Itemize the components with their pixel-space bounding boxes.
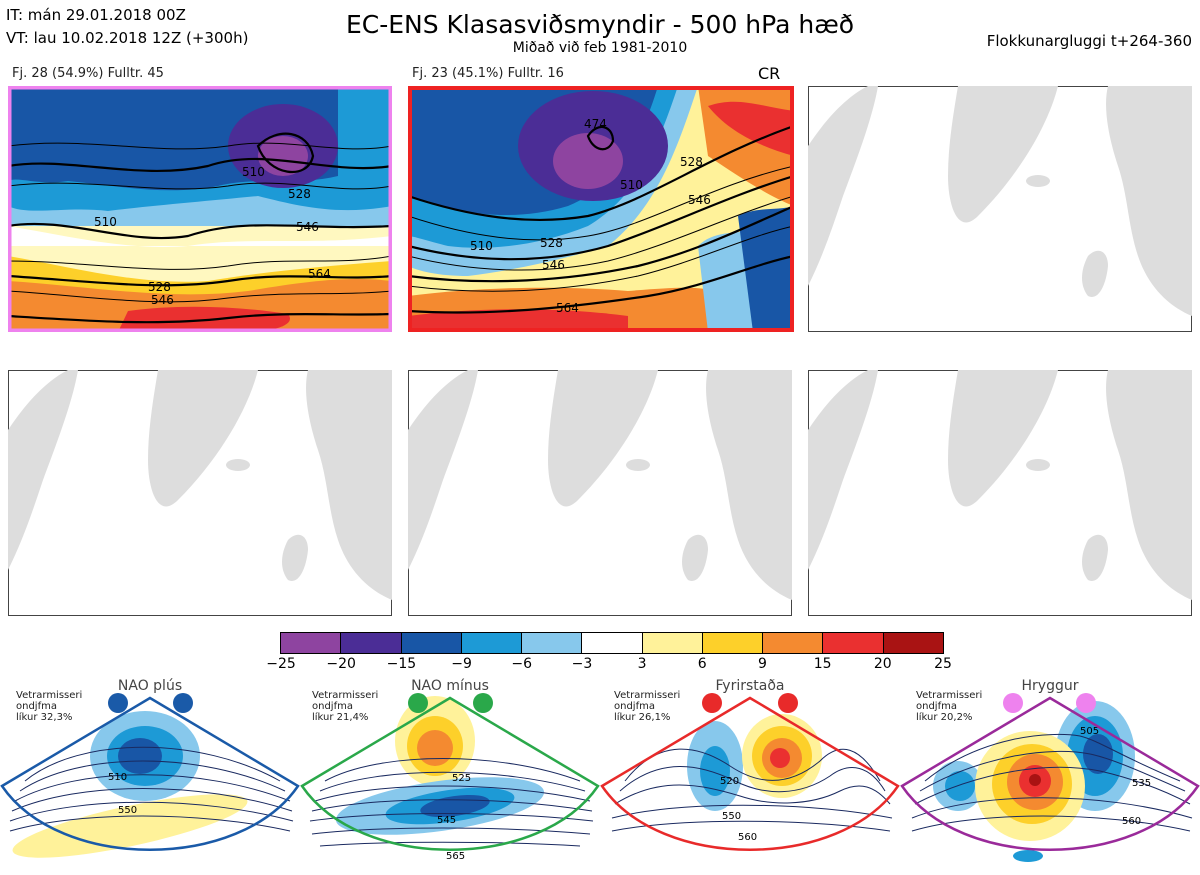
ridge-contour-535: 535 <box>1132 778 1151 789</box>
ridge-title: Hryggur <box>1021 678 1079 694</box>
cluster-1-frame <box>8 86 392 332</box>
colorbar-tick: 3 <box>637 656 647 672</box>
ridge-info-3: líkur 20,2% <box>916 712 973 723</box>
nao-plus-marker-left <box>108 693 128 713</box>
colorbar-tick: −20 <box>326 656 356 672</box>
blocking-info-2: ondjfma <box>614 701 655 712</box>
ridge-marker-right <box>1076 693 1096 713</box>
cluster-1-contour-3: 546 <box>296 220 319 234</box>
cluster-2-contour-6: 546 <box>542 258 565 272</box>
colorbar-tick: 15 <box>813 656 832 672</box>
cluster-2-contour-4: 546 <box>688 193 711 207</box>
colorbar-swatch <box>823 633 884 653</box>
nao-minus-title: NAO mínus <box>411 678 489 694</box>
ridge-contour-560: 560 <box>1122 816 1141 827</box>
cluster-1-contour-5: 546 <box>151 293 174 307</box>
empty-map-6 <box>808 370 1192 616</box>
colorbar-tick: −25 <box>266 656 296 672</box>
page-title: EC-ENS Klasasviðsmyndir - 500 hPa hæð <box>345 10 855 39</box>
colorbar-tick: −15 <box>386 656 417 672</box>
regime-ridge[interactable]: 505 535 560 Hryggur Vetrarmisseri ondjfm… <box>900 676 1200 871</box>
cluster-1-label: Fj. 28 (54.9%) Fulltr. 45 <box>12 66 164 81</box>
blocking-contour-560: 560 <box>738 832 757 843</box>
ridge-contour-505: 505 <box>1080 726 1099 737</box>
colorbar-swatch <box>702 633 764 653</box>
colorbar-tick: 25 <box>934 656 952 672</box>
nao-minus-contour-545: 545 <box>437 815 456 826</box>
cluster-2-frame <box>408 86 794 332</box>
empty-map-5 <box>408 370 792 616</box>
empty-map-4 <box>8 370 392 616</box>
nao-plus-marker-right <box>173 693 193 713</box>
nao-plus-title: NAO plús <box>117 678 183 694</box>
nao-minus-marker-left <box>408 693 428 713</box>
nao-minus-contour-525: 525 <box>452 773 471 784</box>
cluster-2-label: Fj. 23 (45.1%) Fulltr. 16 <box>412 66 564 81</box>
empty-map-3 <box>808 86 1192 332</box>
colorbar-swatch <box>763 633 824 653</box>
colorbar-tick: 6 <box>697 656 707 672</box>
cluster-1-contour-6: 510 <box>94 215 117 229</box>
nao-minus-info-3: líkur 21,4% <box>312 712 369 723</box>
nao-plus-info-1: Vetrarmisseri <box>16 690 83 701</box>
colorbar-swatch <box>883 633 943 653</box>
ridge-info-2: ondjfma <box>916 701 957 712</box>
nao-minus-marker-right <box>473 693 493 713</box>
cluster-2-regime-code: CR <box>758 64 781 83</box>
cluster-1-contour-7: 528 <box>148 280 171 294</box>
nao-plus-info-3: líkur 32,3% <box>16 712 73 723</box>
cluster-1-map[interactable]: 510 528 546 564 546 510 528 <box>8 86 392 332</box>
colorbar-swatch <box>582 633 643 653</box>
page-subtitle: Miðað við feb 1981-2010 <box>512 40 688 56</box>
blocking-title: Fyrirstaða <box>715 678 785 694</box>
cluster-2-contour-8: 510 <box>470 239 493 253</box>
colorbar-swatch <box>401 633 462 653</box>
cluster-1-contour-1: 510 <box>242 165 265 179</box>
cluster-2-contour-2: 510 <box>620 178 643 192</box>
colorbar-swatch <box>522 633 583 653</box>
regime-blocking[interactable]: 520 550 560 Fyrirstaða Vetrarmisseri ond… <box>600 676 900 871</box>
blocking-contour-550: 550 <box>722 811 741 822</box>
colorbar-tick: 9 <box>757 656 767 672</box>
cluster-2-contour-3: 528 <box>680 155 703 169</box>
blocking-marker-right <box>778 693 798 713</box>
nao-plus-contour-550: 550 <box>118 805 137 816</box>
nao-plus-info-2: ondjfma <box>16 701 57 712</box>
colorbar-tick: −6 <box>511 656 533 672</box>
nao-minus-contour-565: 565 <box>446 851 465 862</box>
cluster-2-contour-1: 474 <box>584 117 607 131</box>
nao-minus-info-2: ondjfma <box>312 701 353 712</box>
colorbar-tick: −3 <box>571 656 593 672</box>
ridge-marker-left <box>1003 693 1023 713</box>
cluster-2-contour-5: 564 <box>556 301 579 315</box>
regime-nao-minus[interactable]: 525 545 565 NAO mínus Vetrarmisseri ondj… <box>300 676 600 871</box>
colorbar-tick: −9 <box>451 656 472 672</box>
cluster-2-map[interactable]: 474 510 528 546 564 546 528 510 <box>408 86 794 332</box>
blocking-info-1: Vetrarmisseri <box>614 690 681 701</box>
initial-time: IT: mán 29.01.2018 00Z <box>6 6 186 24</box>
blocking-contour-520: 520 <box>720 776 739 787</box>
colorbar-tick: 20 <box>873 656 892 672</box>
classification-window: Flokkunargluggi t+264-360 <box>986 32 1192 50</box>
colorbar-swatch <box>461 633 523 653</box>
anomaly-colorbar <box>280 632 944 654</box>
cluster-2-contour-7: 528 <box>540 236 563 250</box>
cluster-1-contour-2: 528 <box>288 187 311 201</box>
regime-nao-plus[interactable]: 510 550 NAO plús Vetrarmisseri ondjfma l… <box>0 676 300 871</box>
nao-minus-info-1: Vetrarmisseri <box>312 690 379 701</box>
valid-time: VT: lau 10.02.2018 12Z (+300h) <box>6 29 249 47</box>
ridge-info-1: Vetrarmisseri <box>916 690 983 701</box>
cluster-1-contour-4: 564 <box>308 267 331 281</box>
colorbar-swatch <box>281 633 342 653</box>
blocking-marker-left <box>702 693 722 713</box>
colorbar-swatch <box>642 633 703 653</box>
colorbar-swatch <box>341 633 402 653</box>
blocking-info-3: líkur 26,1% <box>614 712 671 723</box>
nao-plus-contour-510: 510 <box>108 772 127 783</box>
